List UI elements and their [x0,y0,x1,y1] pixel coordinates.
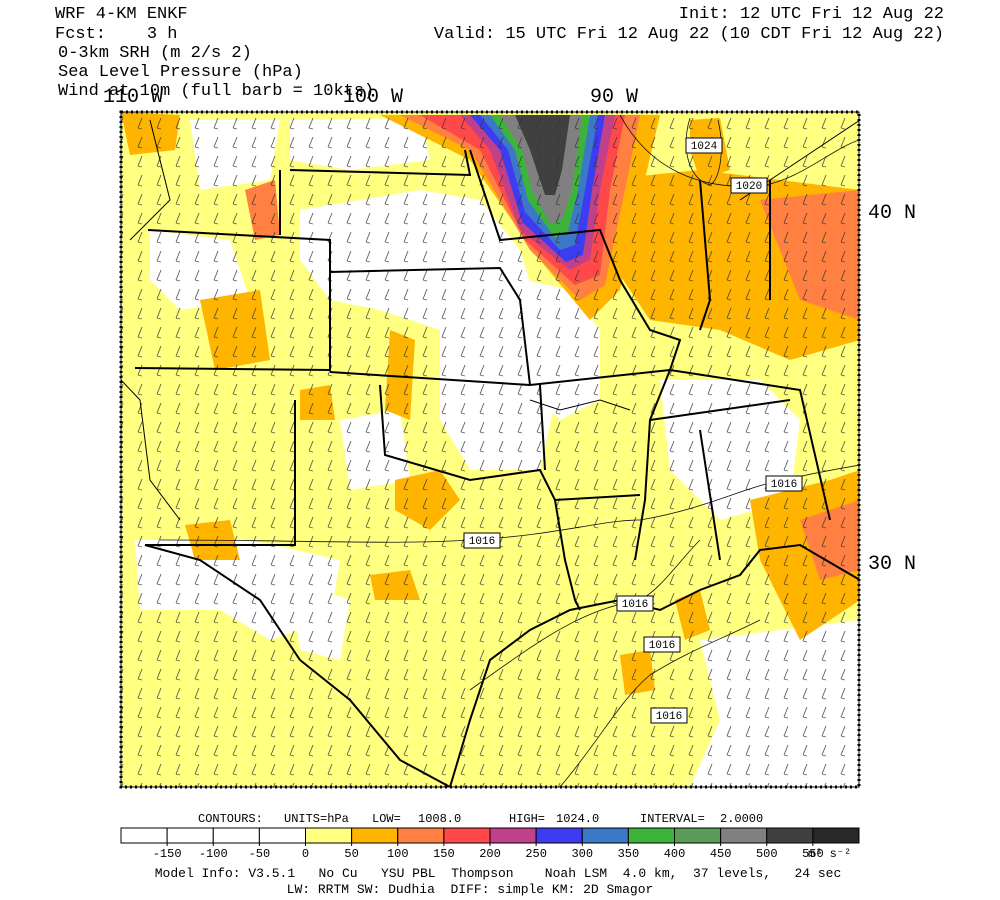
colorbar-swatch [258,827,306,844]
contour-info-text: 1024.0 [556,812,599,826]
colorbar-swatch [351,827,399,844]
footer-text: Model Info: V3.5.1 No Cu YSU PBL Thompso… [155,866,842,881]
colorbar-units: m² s⁻² [808,847,851,861]
contour-label: 1016 [622,599,648,611]
colorbar-swatch [212,827,260,844]
colorbar-swatch [489,827,537,844]
colorbar-label: 150 [433,847,455,861]
colorbar-swatch [627,827,675,844]
contour-labels: 1024 1020 1016 1016 1016 1016 1016 [463,137,803,724]
contour-label: 1016 [656,711,682,723]
map-frame [120,111,860,788]
colorbar-swatch [674,827,722,844]
colorbar-swatch [766,827,814,844]
contour-info-text: HIGH= [509,812,545,826]
contour-info-text: LOW= [372,812,401,826]
colorbar-swatch [535,827,583,844]
map-area [121,112,859,787]
footer-text: LW: RRTM SW: Dudhia DIFF: simple KM: 2D … [287,882,654,897]
init-time: Init: 12 UTC Fri 12 Aug 22 [679,5,944,24]
contour-label: 1016 [649,640,675,652]
colorbar-label: 100 [387,847,409,861]
contour-label: 1016 [469,536,495,548]
colorbar-label: 250 [525,847,547,861]
colorbar-swatch [812,827,860,844]
colorbar-label: 450 [710,847,732,861]
colorbar-label: 0 [302,847,309,861]
colorbar-swatch [120,827,168,844]
field-label: 0-3km SRH (m 2/s 2) [58,44,252,63]
colorbar-label: 550 [802,847,824,861]
longitude-label: 90 W [590,86,638,109]
longitude-label: 100 W [343,86,403,109]
contour-info-text: UNITS=hPa [284,812,349,826]
contour-label: 1020 [736,181,762,193]
colorbar-swatch [305,827,353,844]
colorbar-label: 200 [479,847,501,861]
contour-info: CONTOURS: UNITS=hPa LOW= 1008.0 HIGH= 10… [198,812,763,826]
colorbar-swatch [397,827,445,844]
field-label: Sea Level Pressure (hPa) [58,63,303,82]
latitude-label: 30 N [868,553,916,576]
colorbar-swatch [720,827,768,844]
colorbar-label: -150 [153,847,182,861]
colorbar-label: 400 [664,847,686,861]
contour-label: 1024 [691,141,718,153]
model-name: WRF 4-KM ENKF [55,5,188,24]
colorbar-label: -100 [199,847,228,861]
contour-info-text: 2.0000 [720,812,763,826]
field-label: Wind at 10m (full barb = 10kts) [58,82,374,101]
contour-info-text: INTERVAL= [640,812,705,826]
forecast-hour: Fcst: 3 h [55,25,177,44]
contour-info-text: CONTOURS: [198,812,263,826]
colorbar-label: 500 [756,847,778,861]
colorbar-swatch [581,827,629,844]
colorbar-label: 50 [344,847,358,861]
contour-info-text: 1008.0 [418,812,461,826]
longitude-label: 110 W [103,86,163,109]
colorbar-label: 350 [618,847,640,861]
contour-label: 1016 [771,479,797,491]
valid-time: Valid: 15 UTC Fri 12 Aug 22 (10 CDT Fri … [434,25,944,44]
colorbar-swatch [443,827,491,844]
colorbar-label: 300 [571,847,593,861]
colorbar-swatch [166,827,214,844]
colorbar: -150 -100 -50 0 50 100 150 200 250 300 350 400 450 50… [120,827,860,861]
latitude-label: 40 N [868,202,916,225]
colorbar-label: -50 [249,847,271,861]
